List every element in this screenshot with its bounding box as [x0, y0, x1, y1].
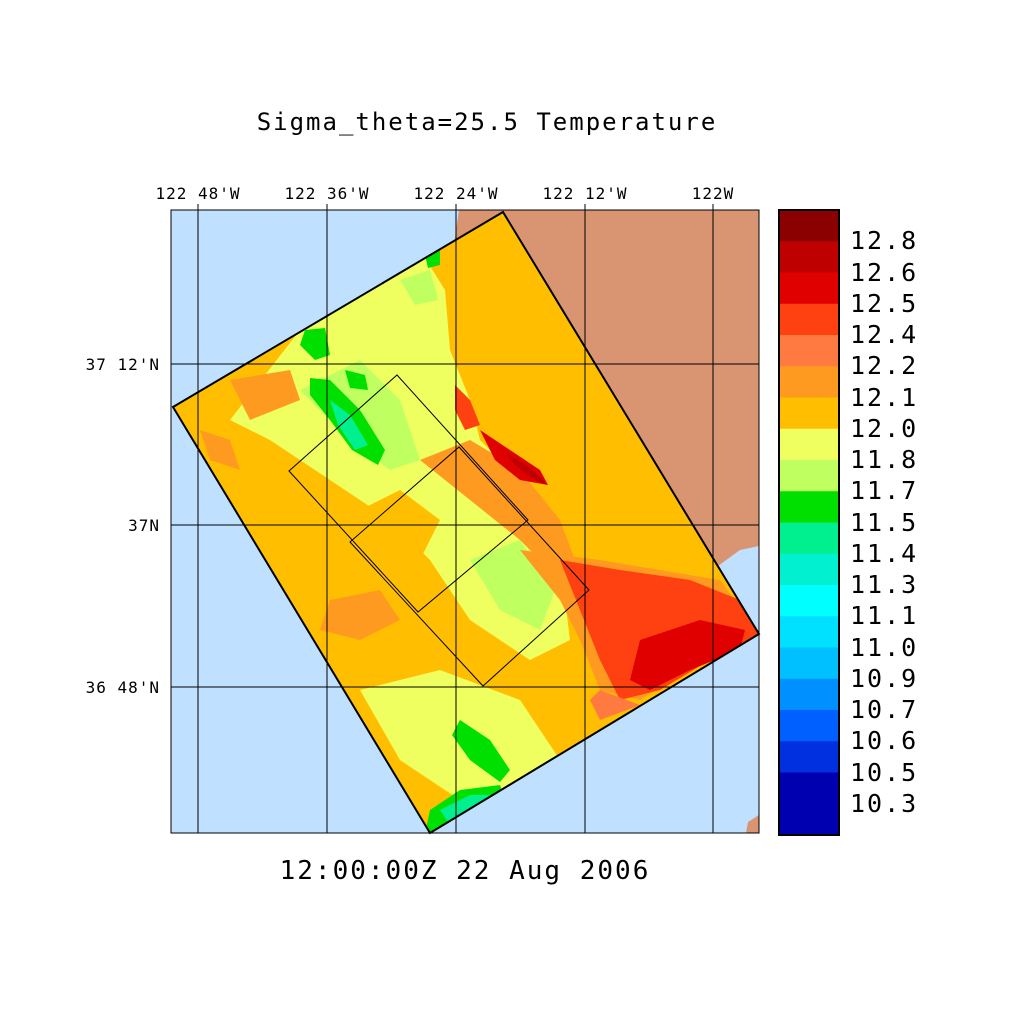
- colorbar-label: 12.8: [850, 226, 919, 256]
- colorbar-swatch: [779, 522, 839, 555]
- lat-label-2: 37N: [128, 516, 160, 535]
- colorbar: [778, 209, 840, 836]
- colorbar-swatch: [779, 647, 839, 680]
- colorbar-label: 10.3: [850, 788, 919, 818]
- colorbar-swatch: [779, 616, 839, 649]
- plot-title: Sigma_theta=25.5 Temperature: [256, 108, 718, 136]
- colorbar-label: 11.5: [850, 507, 919, 537]
- colorbar-label: 11.3: [850, 570, 919, 599]
- colorbar-label: 12.0: [850, 413, 919, 443]
- colorbar-label: 12.6: [850, 257, 919, 287]
- colorbar-label: 12.5: [850, 288, 919, 318]
- inner-box-upper: [288, 374, 529, 613]
- colorbar-swatch: [779, 397, 839, 430]
- colorbar-label: 11.7: [850, 476, 919, 506]
- colorbar-label: 10.6: [850, 726, 919, 756]
- colorbar-label: 12.4: [850, 320, 919, 349]
- colorbar-label: 10.9: [850, 663, 919, 693]
- colorbar-label: 12.1: [850, 382, 919, 412]
- lon-label-3: 122 24'W: [413, 184, 499, 203]
- colorbar-label: 12.2: [850, 351, 919, 381]
- lat-label-1: 37 12'N: [85, 355, 160, 374]
- colorbar-swatch: [779, 210, 839, 242]
- grid-lines: [171, 210, 759, 833]
- lon-label-5: 122W: [691, 184, 735, 203]
- inner-box-lower: [349, 446, 590, 687]
- colorbar-frame: [778, 209, 840, 836]
- colorbar-label: 10.5: [850, 757, 919, 787]
- colorbar-label: 11.8: [850, 445, 919, 474]
- lat-label-3: 36 48'N: [85, 678, 160, 697]
- colorbar-swatch: [779, 335, 839, 367]
- colorbar-swatch: [779, 366, 839, 399]
- colorbar-swatch: [779, 272, 839, 305]
- timestamp: 12:00:00Z 22 Aug 2006: [279, 856, 651, 886]
- colorbar-swatch: [779, 553, 839, 586]
- colorbar-swatch: [779, 241, 839, 274]
- colorbar-label: 11.0: [850, 632, 919, 662]
- lon-label-4: 122 12'W: [542, 184, 628, 203]
- colorbar-swatch: [779, 428, 839, 461]
- lon-ticks: [197, 204, 714, 210]
- colorbar-swatch: [779, 741, 839, 774]
- land-islet: [746, 815, 759, 833]
- colorbar-swatch: [779, 772, 839, 835]
- colorbar-swatch: [779, 678, 839, 711]
- colorbar-swatch: [779, 303, 839, 336]
- colorbar-swatch: [779, 460, 839, 492]
- map-frame: [170, 209, 760, 834]
- colorbar-swatch: [779, 710, 839, 742]
- colorbar-label: 10.7: [850, 695, 919, 724]
- colorbar-swatch: [779, 491, 839, 524]
- colorbar-label: 11.1: [850, 601, 919, 631]
- lon-label-2: 122 36'W: [284, 184, 370, 203]
- colorbar-swatch: [779, 585, 839, 617]
- lon-label-1: 122 48'W: [155, 184, 241, 203]
- colorbar-label: 11.4: [850, 538, 919, 568]
